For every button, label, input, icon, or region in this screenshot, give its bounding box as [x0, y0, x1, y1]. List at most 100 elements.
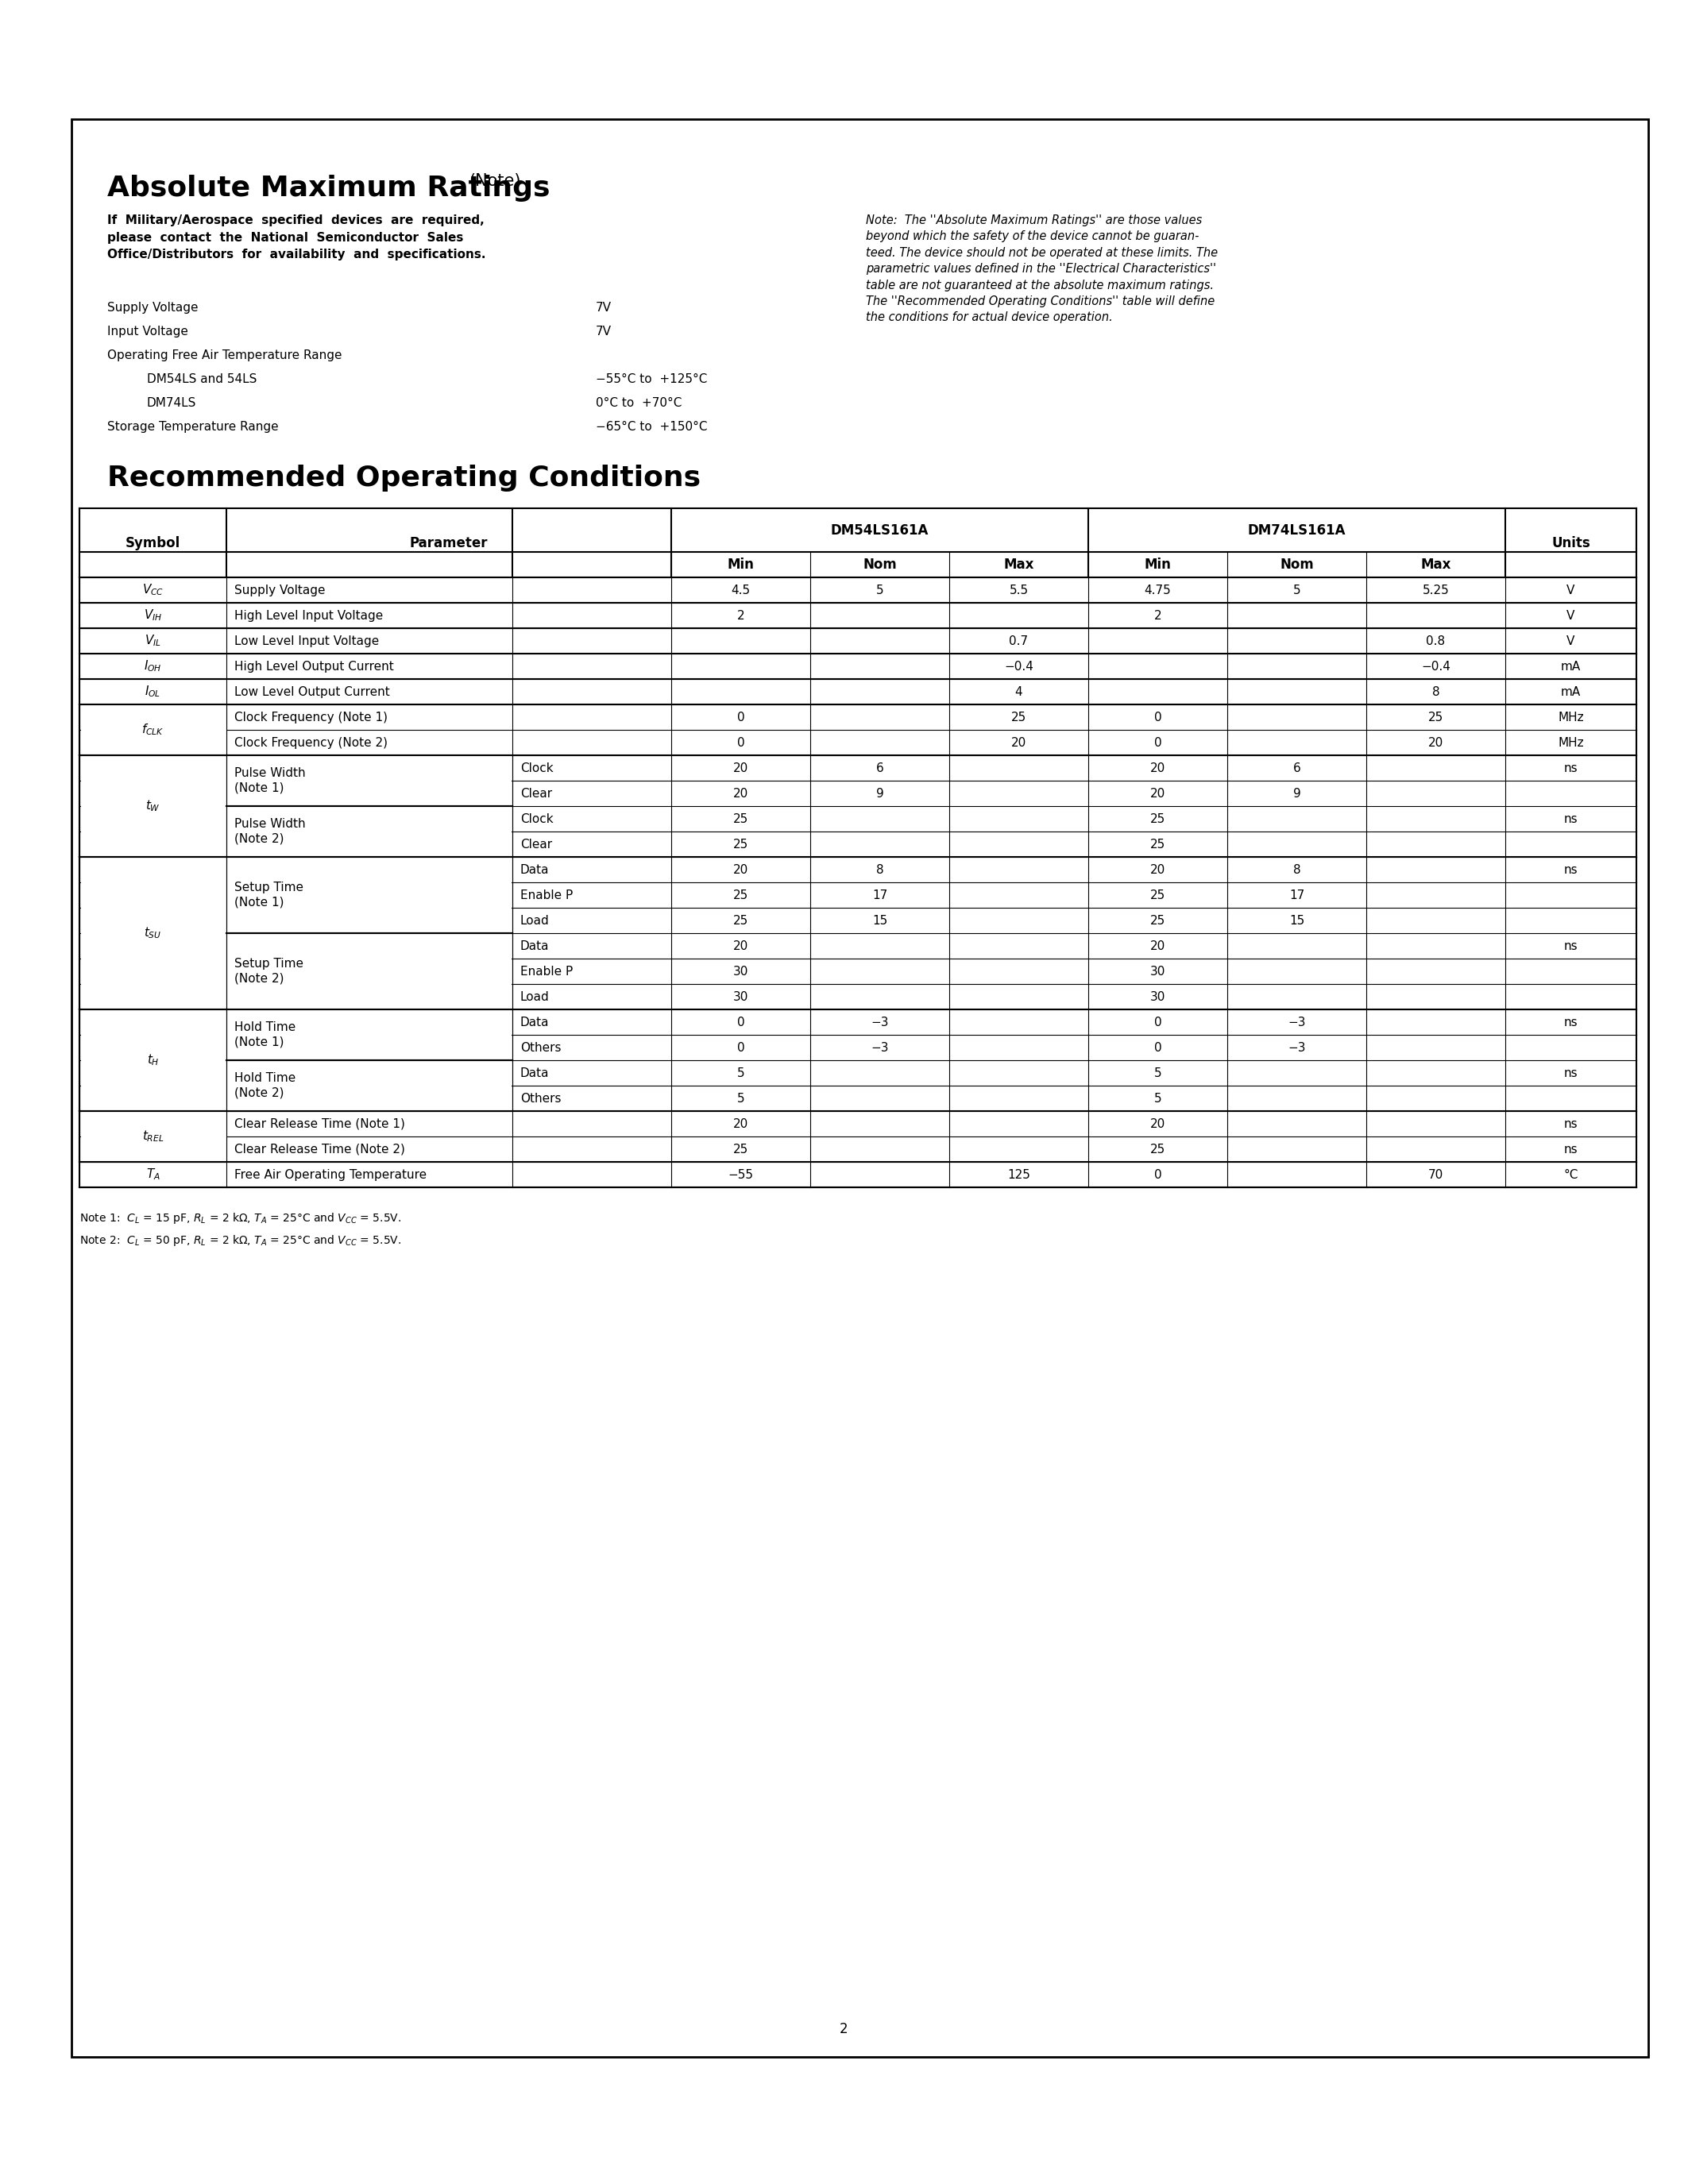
Text: 5: 5: [876, 583, 883, 596]
Text: 5: 5: [1155, 1092, 1161, 1105]
Text: 6: 6: [876, 762, 883, 773]
Text: $V_{IH}$: $V_{IH}$: [143, 607, 162, 622]
Text: −65°C to  +150°C: −65°C to +150°C: [596, 422, 707, 432]
Text: ns: ns: [1563, 1068, 1578, 1079]
Text: 0.7: 0.7: [1009, 636, 1028, 646]
Text: 8: 8: [1293, 863, 1301, 876]
Text: Free Air Operating Temperature: Free Air Operating Temperature: [235, 1168, 427, 1182]
Text: 25: 25: [733, 839, 748, 850]
Text: 20: 20: [733, 939, 748, 952]
Text: 4.75: 4.75: [1144, 583, 1171, 596]
Text: 0: 0: [738, 712, 744, 723]
Text: ns: ns: [1563, 1016, 1578, 1029]
Text: 0: 0: [738, 1016, 744, 1029]
Text: 20: 20: [1150, 863, 1165, 876]
Text: Input Voltage: Input Voltage: [108, 325, 187, 339]
Text: 25: 25: [1011, 712, 1026, 723]
Text: ns: ns: [1563, 812, 1578, 826]
Text: ns: ns: [1563, 1142, 1578, 1155]
Text: Clear: Clear: [520, 788, 552, 799]
Text: 4.5: 4.5: [731, 583, 749, 596]
Text: Operating Free Air Temperature Range: Operating Free Air Temperature Range: [108, 349, 343, 360]
Text: −3: −3: [871, 1042, 888, 1053]
Text: Supply Voltage: Supply Voltage: [108, 301, 197, 314]
Text: 25: 25: [1150, 812, 1165, 826]
Text: Nom: Nom: [863, 557, 896, 572]
Text: Absolute Maximum Ratings: Absolute Maximum Ratings: [108, 175, 550, 201]
Text: Setup Time
(Note 1): Setup Time (Note 1): [235, 882, 304, 909]
Text: Pulse Width
(Note 1): Pulse Width (Note 1): [235, 767, 306, 795]
Text: Data: Data: [520, 939, 549, 952]
Text: 17: 17: [1290, 889, 1305, 902]
Text: Clock Frequency (Note 1): Clock Frequency (Note 1): [235, 712, 388, 723]
Text: Clock: Clock: [520, 812, 554, 826]
Text: Recommended Operating Conditions: Recommended Operating Conditions: [108, 465, 701, 491]
Text: Setup Time
(Note 2): Setup Time (Note 2): [235, 959, 304, 985]
Text: $T_A$: $T_A$: [145, 1166, 160, 1182]
Text: 25: 25: [733, 889, 748, 902]
Text: Clear Release Time (Note 2): Clear Release Time (Note 2): [235, 1142, 405, 1155]
Bar: [81, 1009, 226, 1109]
Text: Max: Max: [1003, 557, 1035, 572]
Text: If  Military/Aerospace  specified  devices  are  required,
please  contact  the : If Military/Aerospace specified devices …: [108, 214, 486, 260]
Text: 2: 2: [841, 2022, 849, 2035]
Text: 2: 2: [1155, 609, 1161, 622]
Bar: [226, 858, 511, 933]
Text: 0°C to  +70°C: 0°C to +70°C: [596, 397, 682, 408]
Text: 5: 5: [738, 1068, 744, 1079]
Text: 5.25: 5.25: [1423, 583, 1450, 596]
Text: Clock Frequency (Note 2): Clock Frequency (Note 2): [235, 736, 388, 749]
Text: $t_{REL}$: $t_{REL}$: [142, 1129, 164, 1144]
Bar: [81, 705, 226, 756]
Bar: [226, 1009, 511, 1059]
Text: Low Level Input Voltage: Low Level Input Voltage: [235, 636, 380, 646]
Text: Enable P: Enable P: [520, 965, 572, 976]
Text: 0: 0: [1155, 1016, 1161, 1029]
Text: 2: 2: [738, 609, 744, 622]
Text: 25: 25: [1150, 889, 1165, 902]
Text: −55: −55: [728, 1168, 753, 1182]
Text: −55°C to  +125°C: −55°C to +125°C: [596, 373, 707, 384]
Bar: [226, 756, 511, 806]
Text: mA: mA: [1561, 686, 1582, 697]
Text: 20: 20: [1011, 736, 1026, 749]
Text: 25: 25: [1150, 1142, 1165, 1155]
Text: Symbol: Symbol: [125, 535, 181, 550]
Text: 0: 0: [738, 736, 744, 749]
Text: MHz: MHz: [1558, 712, 1583, 723]
Text: DM74LS: DM74LS: [147, 397, 196, 408]
Text: ns: ns: [1563, 762, 1578, 773]
Text: 30: 30: [733, 965, 748, 976]
Text: Max: Max: [1421, 557, 1452, 572]
Text: 8: 8: [876, 863, 883, 876]
Text: Clear Release Time (Note 1): Clear Release Time (Note 1): [235, 1118, 405, 1129]
Text: Load: Load: [520, 992, 550, 1002]
Text: 5.5: 5.5: [1009, 583, 1028, 596]
Text: 5: 5: [1155, 1068, 1161, 1079]
Text: 20: 20: [733, 788, 748, 799]
Text: $V_{IL}$: $V_{IL}$: [145, 633, 160, 649]
Text: Hold Time
(Note 1): Hold Time (Note 1): [235, 1022, 295, 1048]
Text: MHz: MHz: [1558, 736, 1583, 749]
Text: Nom: Nom: [1280, 557, 1313, 572]
Text: Data: Data: [520, 863, 549, 876]
Text: $V_{CC}$: $V_{CC}$: [142, 583, 164, 598]
Text: Load: Load: [520, 915, 550, 926]
Text: −0.4: −0.4: [1421, 660, 1450, 673]
Text: Data: Data: [520, 1016, 549, 1029]
Text: 5: 5: [738, 1092, 744, 1105]
Text: Pulse Width
(Note 2): Pulse Width (Note 2): [235, 819, 306, 845]
Text: 20: 20: [733, 762, 748, 773]
Bar: [81, 1112, 226, 1162]
Text: 9: 9: [1293, 788, 1301, 799]
Text: $t_{SU}$: $t_{SU}$: [143, 926, 162, 941]
Text: Note 1:  $C_L$ = 15 pF, $R_L$ = 2 k$\Omega$, $T_A$ = 25°C and $V_{CC}$ = 5.5V.: Note 1: $C_L$ = 15 pF, $R_L$ = 2 k$\Omeg…: [79, 1212, 402, 1225]
Text: Parameter: Parameter: [410, 535, 488, 550]
Text: 15: 15: [873, 915, 888, 926]
Text: (Note): (Note): [469, 173, 520, 190]
Text: 6: 6: [1293, 762, 1301, 773]
Text: −3: −3: [871, 1016, 888, 1029]
Text: 20: 20: [1150, 939, 1165, 952]
Text: mA: mA: [1561, 660, 1582, 673]
Text: Units: Units: [1551, 535, 1590, 550]
